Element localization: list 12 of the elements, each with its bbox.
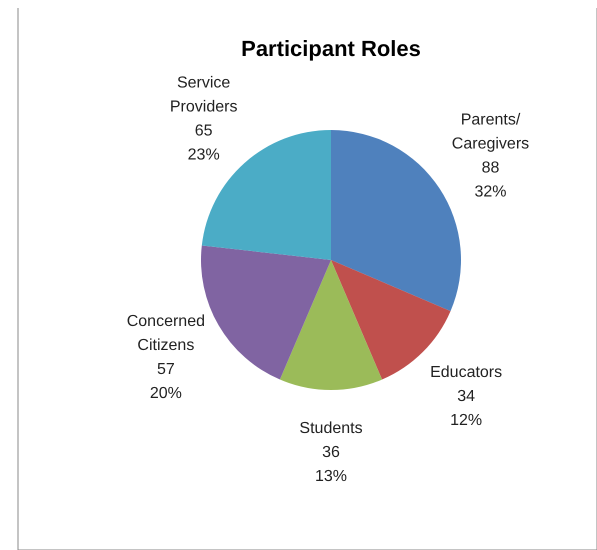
data-label: 88 32% [474, 160, 507, 201]
data-label: 34 12% [450, 388, 482, 430]
slice-label: Concerned Citizens [126, 313, 205, 354]
slice-label: Service Providers [170, 74, 238, 116]
pie-slice [280, 260, 382, 390]
slice-label: Educators [430, 364, 502, 382]
slice-label: Students [299, 420, 363, 438]
data-label: 57 20% [150, 361, 182, 402]
data-label: 65 23% [188, 122, 220, 164]
slice-label: Parents/ Caregivers [452, 112, 530, 153]
data-label: 36 13% [314, 444, 348, 486]
chart-title: Participant Roles [241, 36, 421, 61]
